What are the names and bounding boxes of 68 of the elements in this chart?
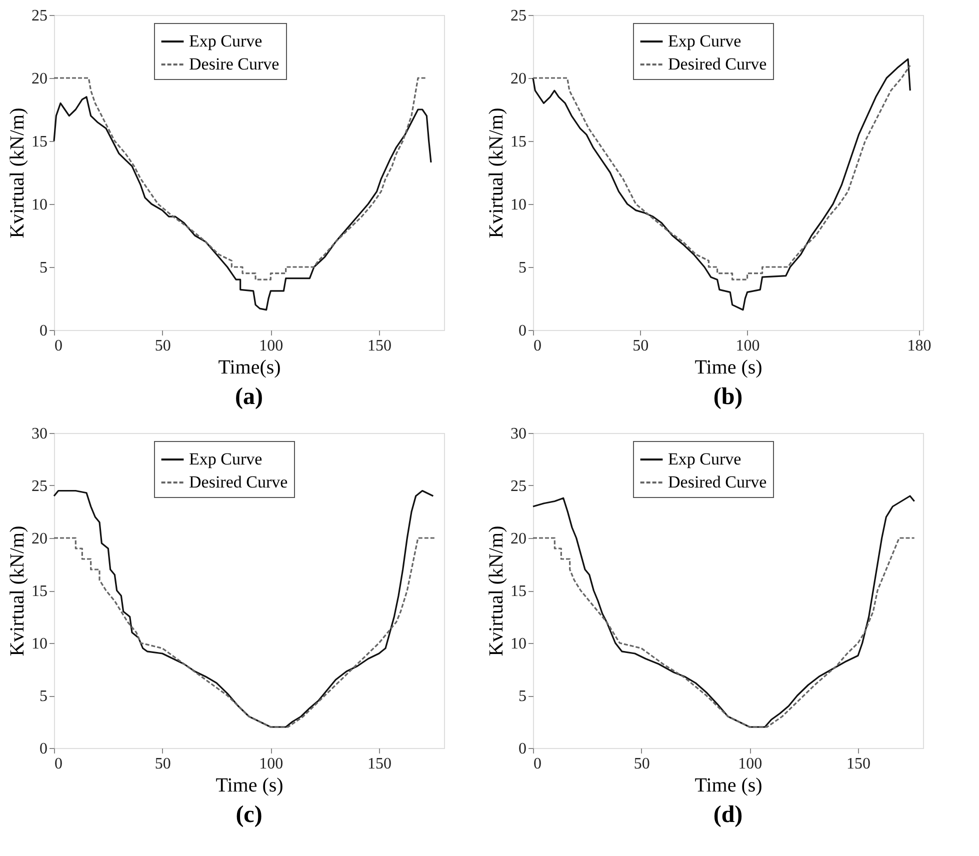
y-tick-label: 5 (40, 260, 48, 276)
y-tick-label: 20 (32, 70, 48, 88)
x-tick-label: 100 (738, 756, 762, 772)
line-series (53, 490, 434, 728)
text: (d) (713, 802, 743, 828)
line-series (53, 537, 436, 728)
x-tick-label: 100 (259, 338, 284, 354)
text: (c) (236, 802, 262, 828)
x-axis-title: Time (s) (216, 774, 284, 796)
y-axis-title: Kvirtual (kN/m) (486, 526, 508, 656)
y-axis-title: Kvirtual (kN/m) (6, 108, 28, 238)
text: (a) (235, 384, 263, 410)
x-tick-label: 50 (632, 338, 649, 354)
legend-label: Desired Curve (189, 472, 288, 492)
y-tick-label: 25 (510, 478, 526, 495)
legend-label: Exp Curve (189, 32, 262, 50)
legend-label: Exp Curve (668, 450, 742, 468)
line-series (53, 96, 432, 311)
x-axis-title: Time(s) (218, 356, 281, 378)
y-tick-label: 20 (510, 530, 526, 548)
x-tick-label: 0 (54, 756, 62, 772)
legend-label: Desired Curve (668, 472, 767, 492)
line-series (532, 495, 916, 728)
y-tick-label: 0 (40, 322, 48, 340)
x-tick-label: 50 (154, 756, 171, 772)
x-tick-label: 180 (907, 338, 932, 354)
legend-label: Desired Curve (668, 54, 767, 74)
line-series (53, 77, 428, 280)
text: (b) (713, 384, 743, 410)
x-tick-label: 100 (259, 756, 284, 772)
y-tick-label: 25 (32, 478, 48, 495)
y-tick-label: 20 (32, 530, 48, 548)
y-tick-label: 15 (510, 583, 526, 600)
x-axis-title: Time (s) (694, 356, 762, 378)
y-tick-label: 30 (510, 426, 526, 442)
x-axis-title: Time (s) (694, 774, 762, 796)
x-tick-label: 0 (534, 756, 542, 772)
y-tick-label: 20 (510, 70, 526, 88)
x-tick-label: 50 (154, 338, 171, 354)
y-tick-label: 15 (510, 134, 526, 150)
y-tick-label: 25 (32, 8, 48, 24)
x-tick-label: 150 (368, 756, 392, 772)
y-tick-label: 15 (32, 134, 48, 150)
x-tick-label: 150 (368, 338, 392, 354)
y-tick-label: 5 (518, 260, 526, 276)
legend-label: Exp Curve (668, 32, 742, 50)
y-tick-label: 10 (32, 196, 48, 214)
y-axis-title: Kvirtual (kN/m) (486, 108, 508, 238)
y-tick-label: 0 (40, 740, 48, 758)
y-tick-label: 5 (40, 688, 48, 705)
y-tick-label: 0 (518, 740, 526, 758)
y-tick-label: 5 (518, 688, 526, 705)
x-tick-label: 150 (846, 756, 870, 772)
y-tick-label: 10 (510, 636, 526, 652)
x-tick-label: 0 (534, 338, 542, 354)
x-tick-label: 0 (54, 338, 62, 354)
legend-label: Desire Curve (189, 54, 280, 74)
y-tick-label: 15 (32, 583, 48, 600)
y-tick-label: 25 (510, 8, 526, 24)
x-tick-label: 100 (736, 338, 760, 354)
x-tick-label: 50 (634, 756, 650, 772)
line-series (532, 537, 916, 728)
y-tick-label: 30 (32, 426, 48, 442)
y-tick-label: 10 (510, 196, 526, 214)
y-tick-label: 10 (32, 636, 48, 652)
y-axis-title: Kvirtual (kN/m) (6, 526, 28, 656)
y-tick-label: 0 (518, 322, 526, 340)
legend-label: Exp Curve (189, 450, 262, 468)
